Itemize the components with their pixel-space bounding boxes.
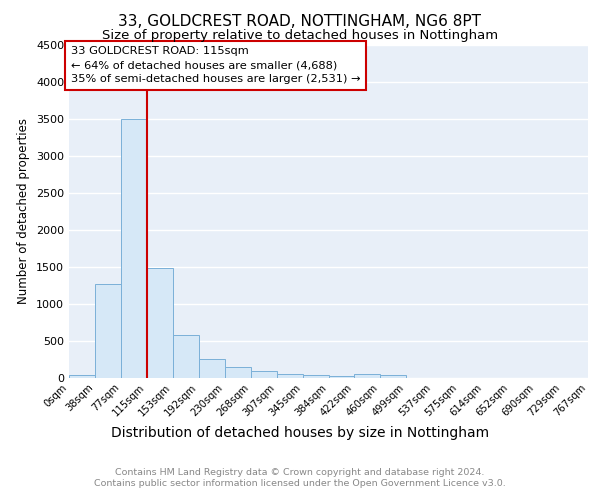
Bar: [355, 374, 380, 378]
Text: 33, GOLDCREST ROAD, NOTTINGHAM, NG6 8PT: 33, GOLDCREST ROAD, NOTTINGHAM, NG6 8PT: [119, 14, 482, 30]
Text: Size of property relative to detached houses in Nottingham: Size of property relative to detached ho…: [102, 29, 498, 42]
Bar: [277, 374, 302, 378]
Bar: [121, 119, 147, 378]
Bar: [199, 359, 224, 378]
Text: Distribution of detached houses by size in Nottingham: Distribution of detached houses by size …: [111, 426, 489, 440]
Bar: [69, 374, 95, 378]
Bar: [95, 284, 121, 378]
Y-axis label: Number of detached properties: Number of detached properties: [17, 118, 31, 304]
Bar: [173, 334, 199, 378]
Bar: [147, 268, 173, 378]
Text: Contains HM Land Registry data © Crown copyright and database right 2024.
Contai: Contains HM Land Registry data © Crown c…: [94, 468, 506, 487]
Text: 33 GOLDCREST ROAD: 115sqm
← 64% of detached houses are smaller (4,688)
35% of se: 33 GOLDCREST ROAD: 115sqm ← 64% of detac…: [71, 46, 361, 84]
Bar: [251, 371, 277, 378]
Bar: [225, 367, 251, 378]
Bar: [329, 376, 355, 378]
Bar: [380, 374, 406, 378]
Bar: [302, 376, 329, 378]
